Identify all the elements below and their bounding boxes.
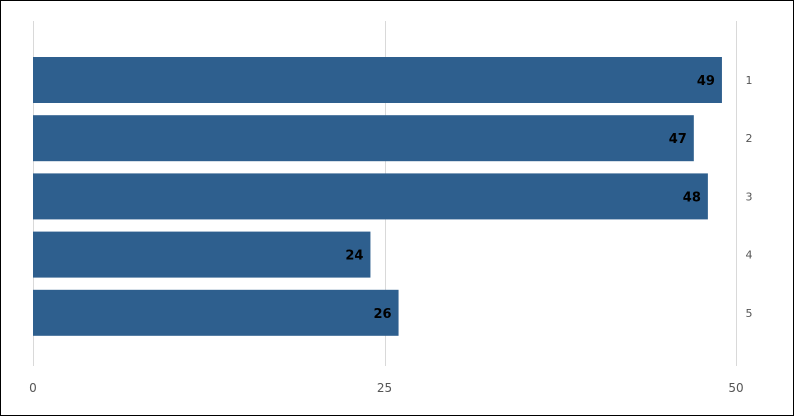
data-label-3: 48 — [683, 190, 701, 205]
data-label-1: 49 — [697, 74, 715, 89]
category-label-5: 5 — [746, 307, 753, 320]
x-tick-label-50: 50 — [728, 381, 743, 395]
bar-1 — [33, 57, 722, 103]
x-tick-label-25: 25 — [377, 381, 392, 395]
bar-5 — [33, 289, 399, 336]
category-labels: 1 2 3 4 5 — [746, 74, 753, 320]
category-label-1: 1 — [746, 74, 753, 87]
data-label-4: 24 — [345, 249, 363, 264]
x-tick-label-0: 0 — [29, 381, 37, 395]
bar-4 — [33, 231, 371, 278]
category-label-4: 4 — [746, 249, 753, 262]
bars — [33, 57, 722, 336]
bar-2 — [33, 115, 694, 162]
data-label-5: 26 — [373, 307, 391, 322]
category-label-3: 3 — [746, 190, 753, 203]
data-labels: 49 47 48 24 26 — [345, 74, 715, 322]
bar-3 — [33, 173, 708, 220]
category-label-2: 2 — [746, 132, 753, 145]
data-label-2: 47 — [669, 132, 687, 147]
x-axis-ticks: 0 25 50 — [29, 381, 743, 395]
